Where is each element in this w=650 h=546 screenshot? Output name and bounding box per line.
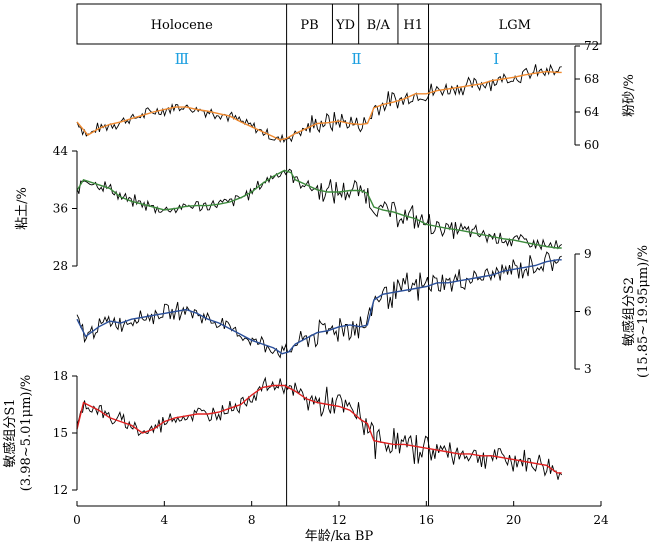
y-tick-label: 44 (53, 144, 69, 158)
x-axis-title: 年龄/ka BP (305, 529, 374, 544)
x-axis: 0 4 8 12 16 20 24 年龄/ka BP (73, 501, 609, 544)
stage-label: PB (300, 18, 318, 33)
y-tick-label: 28 (53, 259, 68, 273)
y-axis-title: 敏感组分S1 (2, 398, 18, 467)
zone-label: Ⅱ (351, 50, 361, 68)
y-axis-title-line2: (3.98~5.01μm)/% (19, 375, 34, 491)
y-tick-label: 3 (584, 362, 592, 376)
x-tick-label: 8 (248, 513, 256, 527)
stage-label: LGM (499, 18, 531, 33)
y-axis-title: 粘土/% (15, 187, 30, 230)
y-axis-title: 粉砂/% (622, 74, 637, 117)
y-tick-label: 72 (584, 39, 599, 53)
raw-series-line-s1 (76, 376, 563, 480)
x-tick-label: 12 (331, 513, 346, 527)
smoothed-series-line-silt (76, 70, 562, 141)
raw-series-line-clay (76, 168, 562, 251)
y-tick-label: 9 (584, 247, 592, 261)
y-tick-label: 12 (53, 483, 68, 497)
y-axis-silt: 60 64 68 72 粉砂/% (574, 39, 637, 152)
y-tick-label: 18 (53, 369, 68, 383)
smoothed-series-line-s1 (76, 384, 562, 474)
smoothed-series-line-clay (76, 169, 562, 249)
y-axis-title-line2: (15.85~19.95μm)/% (636, 245, 650, 378)
stage-bar: Holocene PB YD B/A H1 LGM (76, 3, 602, 45)
x-tick-label: 24 (593, 513, 609, 527)
stage-label: B/A (367, 18, 391, 33)
raw-series-line-s2 (76, 251, 562, 359)
y-axis-s2: 3 6 9 敏感组分S2 (15.85~19.95μm)/% (574, 245, 650, 378)
y-tick-label: 60 (584, 138, 599, 152)
panel-silt (76, 63, 562, 144)
zone-label: Ⅲ (175, 50, 189, 68)
y-axis-title: 敏感组分S2 (621, 277, 637, 346)
y-tick-label: 15 (53, 426, 68, 440)
panel-s1 (76, 376, 563, 480)
y-axis-clay: 28 36 44 粘土/% (15, 144, 78, 273)
data-panels (76, 63, 563, 480)
y-tick-label: 68 (584, 72, 599, 86)
panel-clay (76, 168, 562, 251)
stage-label: H1 (403, 18, 423, 33)
x-tick-label: 4 (161, 513, 169, 527)
y-tick-label: 64 (584, 105, 600, 119)
stage-label: YD (335, 18, 355, 33)
boundary-lines (286, 44, 430, 506)
raw-series-line-silt (76, 63, 562, 144)
y-axis-s1: 12 15 18 敏感组分S1 (3.98~5.01μm)/% (2, 369, 78, 497)
zone-labels: Ⅲ Ⅱ Ⅰ (175, 50, 500, 68)
smoothed-series-line-s2 (76, 259, 562, 355)
y-tick-label: 36 (53, 202, 68, 216)
x-tick-label: 0 (73, 513, 81, 527)
stage-bar-frame (76, 3, 602, 45)
y-tick-label: 6 (584, 305, 592, 319)
stage-label: Holocene (151, 18, 213, 33)
panel-s2 (76, 251, 562, 359)
zone-label: Ⅰ (493, 50, 499, 68)
x-tick-label: 20 (506, 513, 521, 527)
x-tick-label: 16 (419, 513, 434, 527)
